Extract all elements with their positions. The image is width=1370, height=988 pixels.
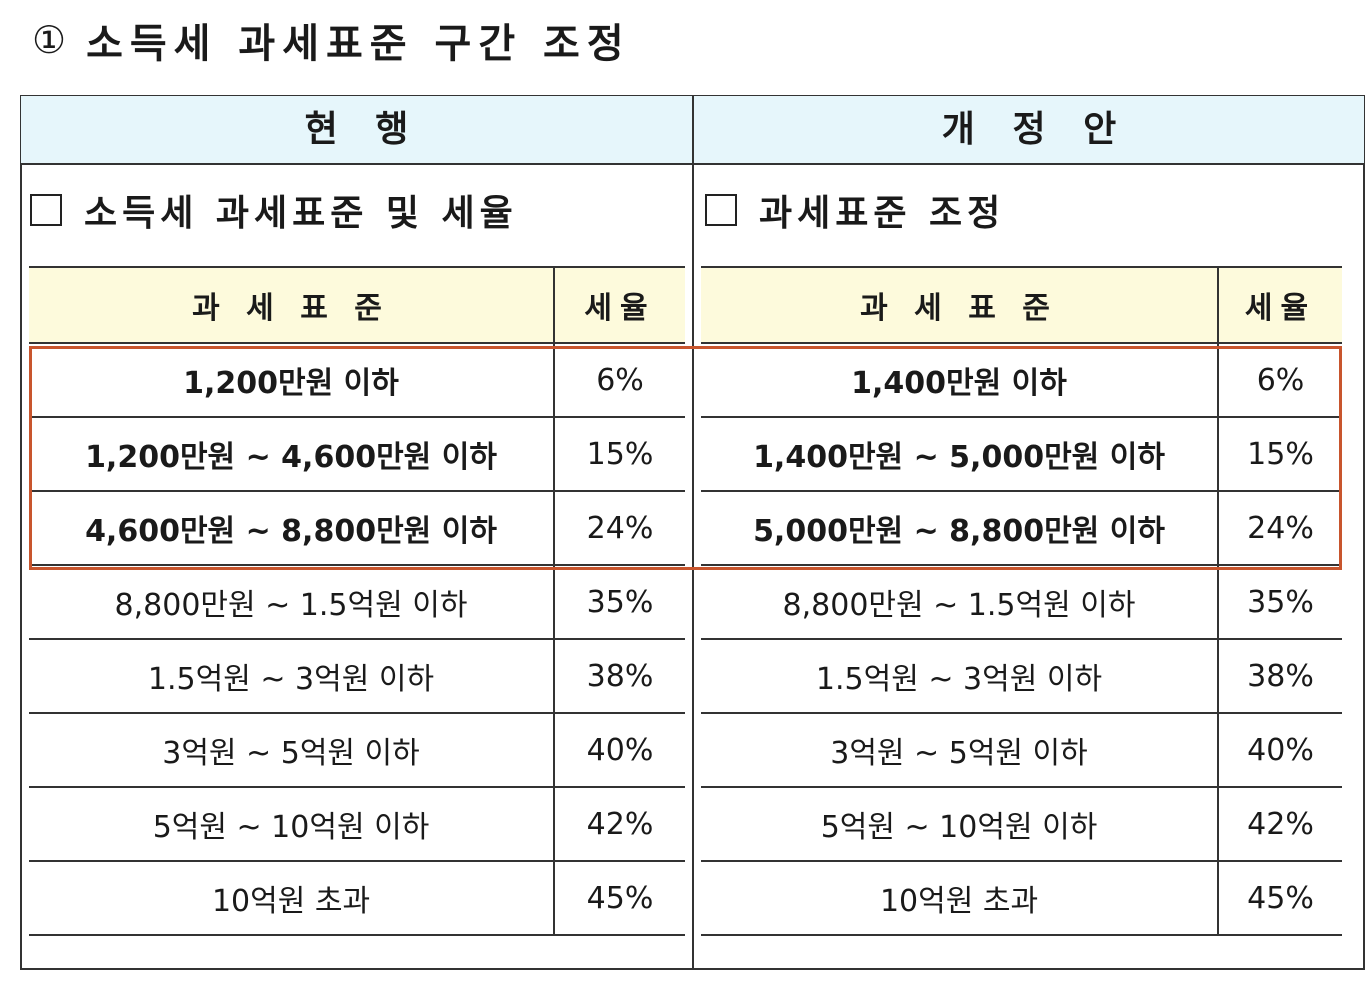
rate-cell: 15% [554, 417, 685, 492]
rate-cell: 35% [554, 565, 685, 640]
table-row: 4,600만원 ~ 8,800만원 이하 24% [29, 491, 685, 566]
table-header-row: 과 세 표 준 세율 [29, 266, 685, 344]
rate-cell: 40% [554, 713, 685, 788]
bracket-cell: 5,000만원 ~ 8,800만원 이하 [701, 491, 1219, 566]
table-row: 1.5억원 ~ 3억원 이하 38% [29, 639, 685, 714]
bracket-cell: 8,800만원 ~ 1.5억원 이하 [701, 565, 1219, 640]
table-row: 1,200만원 이하 6% [29, 343, 685, 418]
proposed-section-label: 과세표준 조정 [705, 180, 1005, 240]
bracket-cell: 1,200만원 이하 [29, 343, 555, 418]
table-row: 10억원 초과 45% [701, 861, 1342, 936]
current-rate-table: 과 세 표 준 세율 1,200만원 이하 6% 1,200만원 ~ 4,600만… [29, 266, 685, 936]
bracket-cell: 1,400만원 이하 [701, 343, 1219, 418]
bracket-cell: 1,400만원 ~ 5,000만원 이하 [701, 417, 1219, 492]
bracket-column-header: 과 세 표 준 [29, 266, 555, 344]
rate-cell: 15% [1218, 417, 1342, 492]
bracket-cell: 1,200만원 ~ 4,600만원 이하 [29, 417, 555, 492]
table-row: 1,400만원 ~ 5,000만원 이하 15% [701, 417, 1342, 492]
table-header-row: 과 세 표 준 세율 [701, 266, 1342, 344]
rate-cell: 6% [1218, 343, 1342, 418]
rate-cell: 38% [554, 639, 685, 714]
bracket-cell: 4,600만원 ~ 8,800만원 이하 [29, 491, 555, 566]
circled-number-marker: ① [32, 18, 67, 62]
rate-column-header: 세율 [1218, 266, 1342, 344]
current-section-label: 소득세 과세표준 및 세율 [30, 180, 518, 240]
current-column-header: 현 행 [304, 109, 409, 150]
rate-cell: 35% [1218, 565, 1342, 640]
table-row: 10억원 초과 45% [29, 861, 685, 936]
checkbox-icon [30, 194, 62, 226]
table-row: 8,800만원 ~ 1.5억원 이하 35% [29, 565, 685, 640]
bracket-cell: 5억원 ~ 10억원 이하 [701, 787, 1219, 862]
rate-cell: 40% [1218, 713, 1342, 788]
checkbox-icon [705, 194, 737, 226]
bracket-cell: 10억원 초과 [701, 861, 1219, 936]
bracket-cell: 10억원 초과 [29, 861, 555, 936]
rate-column-header: 세율 [554, 266, 685, 344]
bracket-column-header: 과 세 표 준 [701, 266, 1219, 344]
bracket-cell: 1.5억원 ~ 3억원 이하 [29, 639, 555, 714]
proposed-rate-table: 과 세 표 준 세율 1,400만원 이하 6% 1,400만원 ~ 5,000만… [701, 266, 1342, 936]
table-row: 5억원 ~ 10억원 이하 42% [29, 787, 685, 862]
bracket-cell: 1.5억원 ~ 3억원 이하 [701, 639, 1219, 714]
table-row: 1,400만원 이하 6% [701, 343, 1342, 418]
bracket-cell: 3억원 ~ 5억원 이하 [701, 713, 1219, 788]
bracket-cell: 5억원 ~ 10억원 이하 [29, 787, 555, 862]
rate-cell: 38% [1218, 639, 1342, 714]
table-row: 5,000만원 ~ 8,800만원 이하 24% [701, 491, 1342, 566]
rate-cell: 42% [554, 787, 685, 862]
table-row: 1,200만원 ~ 4,600만원 이하 15% [29, 417, 685, 492]
rate-cell: 6% [554, 343, 685, 418]
table-row: 8,800만원 ~ 1.5억원 이하 35% [701, 565, 1342, 640]
page-title-text: 소득세 과세표준 구간 조정 [86, 21, 631, 67]
current-section-label-text: 소득세 과세표준 및 세율 [84, 193, 518, 234]
rate-cell: 45% [1218, 861, 1342, 936]
table-row: 1.5억원 ~ 3억원 이하 38% [701, 639, 1342, 714]
bracket-cell: 8,800만원 ~ 1.5억원 이하 [29, 565, 555, 640]
column-divider [692, 95, 694, 970]
proposed-column-header: 개 정 안 [941, 109, 1117, 150]
table-row: 3억원 ~ 5억원 이하 40% [701, 713, 1342, 788]
table-row: 5억원 ~ 10억원 이하 42% [701, 787, 1342, 862]
proposed-section-label-text: 과세표준 조정 [759, 193, 1006, 234]
rate-cell: 45% [554, 861, 685, 936]
rate-cell: 42% [1218, 787, 1342, 862]
rate-cell: 24% [1218, 491, 1342, 566]
page-title: ① 소득세 과세표준 구간 조정 [32, 10, 631, 70]
bracket-cell: 3억원 ~ 5억원 이하 [29, 713, 555, 788]
table-row: 3억원 ~ 5억원 이하 40% [29, 713, 685, 788]
rate-cell: 24% [554, 491, 685, 566]
